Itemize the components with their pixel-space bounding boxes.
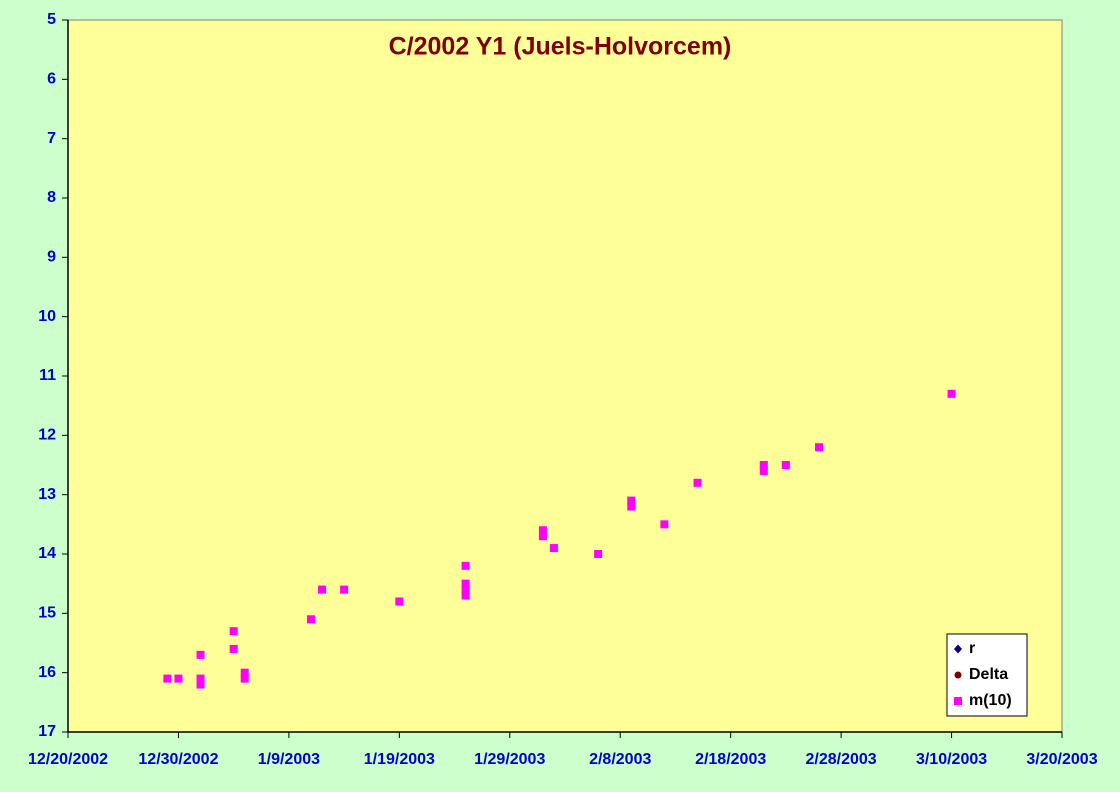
y-tick-label: 7 (47, 130, 56, 147)
y-tick-label: 5 (47, 11, 56, 28)
legend-label: r (969, 640, 975, 657)
marker (196, 680, 205, 689)
x-tick-label: 3/10/2003 (916, 751, 987, 768)
marker (306, 615, 315, 624)
marker (240, 674, 249, 683)
x-tick-label: 2/18/2003 (695, 751, 766, 768)
marker (340, 585, 349, 594)
marker (163, 674, 172, 683)
x-tick-label: 12/30/2002 (138, 751, 218, 768)
marker (461, 561, 470, 570)
y-tick-label: 12 (38, 427, 56, 444)
y-tick-label: 15 (38, 605, 56, 622)
marker (627, 502, 636, 511)
y-tick-label: 8 (47, 189, 56, 206)
marker (196, 674, 205, 683)
marker (954, 644, 962, 654)
marker (318, 585, 327, 594)
marker (461, 579, 470, 588)
y-tick-label: 17 (38, 723, 56, 740)
marker (538, 526, 547, 535)
y-tick-label: 9 (47, 249, 56, 266)
marker (815, 443, 824, 452)
x-tick-label: 1/19/2003 (364, 751, 435, 768)
x-tick-label: 12/20/2002 (28, 751, 108, 768)
y-tick-label: 14 (38, 545, 56, 562)
marker (174, 674, 183, 683)
chart-title: C/2002 Y1 (Juels-Holvorcem) (389, 33, 732, 61)
marker (240, 668, 249, 677)
marker (759, 461, 768, 469)
plot-area (67, 19, 1063, 733)
marker (538, 532, 547, 541)
y-tick-label: 16 (38, 664, 56, 681)
marker (954, 671, 962, 679)
x-tick-label: 2/28/2003 (806, 751, 877, 768)
marker (759, 466, 768, 475)
y-tick-label: 10 (38, 308, 56, 325)
marker (781, 461, 790, 469)
y-tick-label: 13 (38, 486, 56, 503)
marker (395, 597, 404, 606)
marker (461, 591, 470, 600)
x-tick-label: 1/29/2003 (474, 751, 545, 768)
marker (627, 496, 636, 505)
y-tick-label: 11 (39, 367, 56, 384)
marker (947, 389, 956, 398)
legend-label: Delta (969, 666, 1008, 683)
marker (229, 627, 238, 636)
marker (954, 697, 962, 705)
marker (693, 478, 702, 487)
marker (549, 544, 558, 553)
x-tick-label: 1/9/2003 (258, 751, 320, 768)
marker (461, 585, 470, 594)
x-tick-label: 2/8/2003 (589, 751, 651, 768)
legend-label: m(10) (969, 692, 1012, 709)
y-tick-label: 6 (47, 71, 56, 88)
marker (594, 550, 603, 558)
marker (229, 644, 238, 653)
x-tick-label: 3/20/2003 (1026, 751, 1097, 768)
marker (196, 650, 205, 659)
marker (660, 520, 669, 529)
